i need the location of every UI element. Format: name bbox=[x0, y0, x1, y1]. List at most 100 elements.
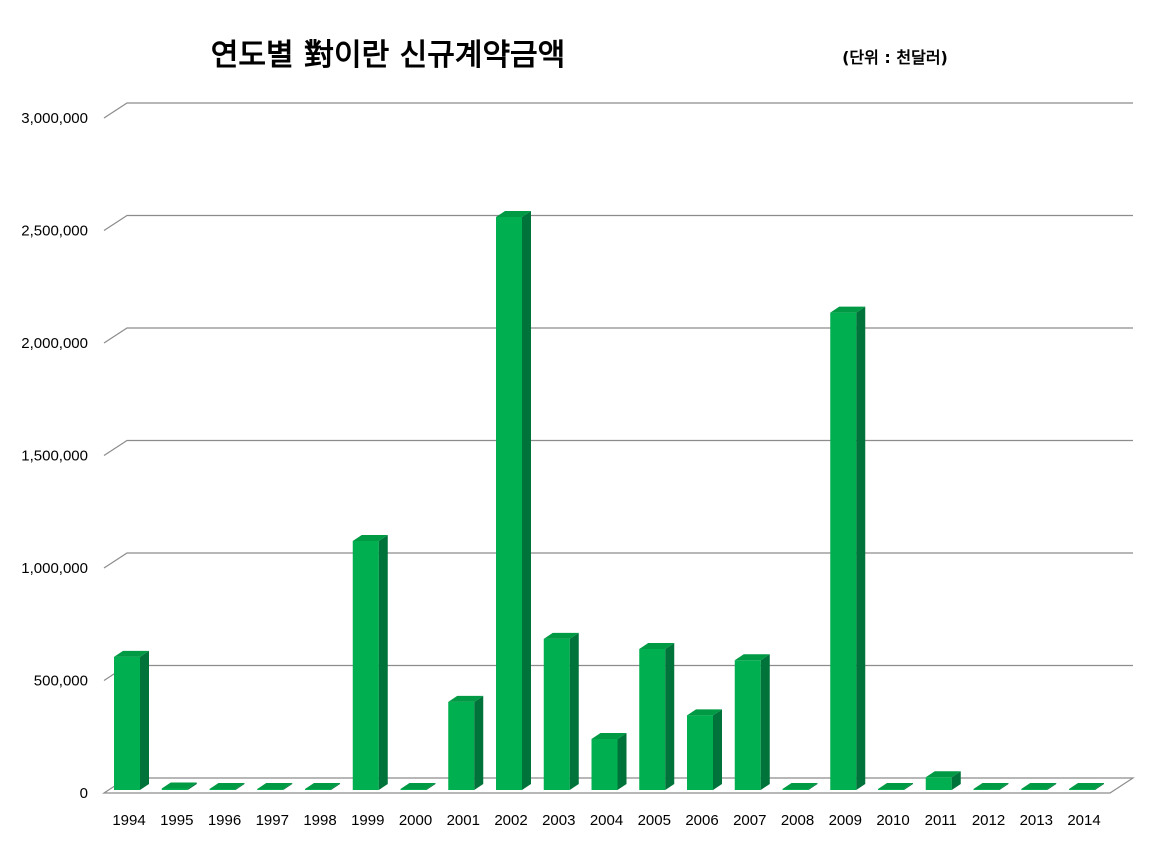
x-tick-label: 1996 bbox=[208, 812, 241, 829]
bar-top bbox=[496, 211, 531, 217]
bars bbox=[114, 211, 1104, 790]
y-tick-label: 2,500,000 bbox=[21, 223, 88, 240]
bar-side bbox=[808, 783, 818, 790]
bar bbox=[209, 783, 245, 790]
bar-side bbox=[760, 654, 770, 790]
gridlines bbox=[101, 102, 1136, 794]
x-tick-label: 2006 bbox=[685, 812, 718, 829]
bar-top bbox=[1069, 783, 1104, 789]
bar-side bbox=[665, 643, 675, 790]
bar-front bbox=[543, 638, 570, 790]
y-axis-ticks: 0 500,000 1,000,000 1,500,000 2,000,000 2,500… bbox=[21, 110, 88, 802]
bar bbox=[973, 783, 1009, 790]
bar bbox=[114, 650, 149, 790]
bar-front bbox=[925, 777, 952, 790]
x-tick-label: 2004 bbox=[590, 812, 623, 829]
bar-front bbox=[687, 715, 713, 790]
bar-front bbox=[1021, 789, 1048, 790]
bar-top bbox=[782, 783, 818, 789]
gridline bbox=[103, 552, 1133, 569]
bar bbox=[400, 783, 436, 790]
x-tick-label: 2008 bbox=[781, 812, 814, 829]
chart-title: 연도별 對이란 신규계약금액 bbox=[211, 38, 566, 73]
bar-front bbox=[448, 701, 475, 790]
bar-front bbox=[305, 789, 331, 790]
bar bbox=[496, 211, 531, 790]
y-tick-label: 1,000,000 bbox=[21, 560, 88, 577]
bar bbox=[782, 783, 818, 790]
bar bbox=[448, 695, 484, 790]
y-tick-label: 1,500,000 bbox=[21, 448, 88, 465]
x-tick-label: 1999 bbox=[351, 812, 384, 829]
bar-top bbox=[639, 643, 675, 649]
bar-side bbox=[474, 695, 484, 790]
x-tick-label: 2005 bbox=[638, 812, 671, 829]
x-tick-label: 2003 bbox=[542, 812, 575, 829]
gridline bbox=[103, 664, 1133, 682]
bar-side bbox=[187, 782, 197, 790]
y-tick-label: 500,000 bbox=[34, 673, 88, 690]
x-tick-label: 2007 bbox=[733, 812, 766, 829]
bar-front bbox=[734, 660, 761, 790]
bar bbox=[1069, 783, 1104, 790]
bar-front bbox=[830, 312, 857, 790]
bar bbox=[305, 783, 340, 790]
bar-side bbox=[1047, 783, 1057, 790]
bar-side bbox=[999, 783, 1009, 790]
bar-side bbox=[140, 650, 149, 790]
bar-top bbox=[114, 650, 149, 657]
bar-front bbox=[352, 541, 379, 790]
bar-side bbox=[856, 306, 866, 790]
bar-front bbox=[591, 739, 618, 790]
bar-front bbox=[209, 789, 236, 790]
bar-side bbox=[426, 783, 436, 790]
bar-top bbox=[257, 783, 293, 789]
bar-top bbox=[161, 782, 197, 789]
bar-top bbox=[543, 632, 579, 639]
bar bbox=[734, 654, 770, 790]
bar-top bbox=[400, 783, 436, 789]
bar-side bbox=[331, 783, 340, 790]
x-tick-label: 2002 bbox=[494, 812, 527, 829]
x-axis-ticks: 1994 1995 1996 1997 1998 1999 2000 2001 2002 2003… bbox=[112, 812, 1100, 829]
y-tick-label: 2,000,000 bbox=[21, 335, 88, 352]
bar bbox=[878, 783, 913, 790]
bar-side bbox=[951, 771, 961, 790]
bar-top bbox=[878, 783, 913, 789]
bar-top bbox=[1021, 783, 1057, 789]
x-tick-label: 1998 bbox=[303, 812, 336, 829]
gridline bbox=[103, 102, 1133, 119]
bar-top bbox=[687, 709, 722, 716]
gridline bbox=[103, 439, 1133, 457]
bar-top bbox=[448, 695, 484, 702]
bar-side bbox=[235, 783, 245, 790]
bar-side bbox=[522, 211, 531, 790]
bar-side bbox=[617, 733, 627, 790]
bar-top bbox=[305, 783, 340, 789]
gridline bbox=[103, 327, 1133, 344]
bar-top bbox=[591, 733, 627, 739]
bar-front bbox=[114, 656, 140, 790]
y-tick-label: 3,000,000 bbox=[21, 110, 88, 127]
x-tick-label: 1997 bbox=[256, 812, 289, 829]
bar bbox=[591, 733, 627, 790]
bar-side bbox=[713, 709, 722, 790]
x-tick-label: 2001 bbox=[447, 812, 480, 829]
bar bbox=[687, 709, 722, 790]
bar-side bbox=[378, 535, 388, 790]
bar-front bbox=[161, 788, 188, 790]
gridline bbox=[103, 214, 1133, 232]
bar-top bbox=[734, 654, 770, 661]
bar bbox=[830, 306, 866, 790]
bar-top bbox=[925, 771, 961, 778]
x-tick-label: 2010 bbox=[876, 812, 909, 829]
bar bbox=[257, 783, 293, 790]
bar bbox=[352, 535, 388, 790]
x-tick-label: 1995 bbox=[160, 812, 193, 829]
x-tick-label: 1994 bbox=[112, 812, 145, 829]
bar-front bbox=[878, 789, 904, 790]
x-tick-label: 2000 bbox=[399, 812, 432, 829]
x-tick-label: 2014 bbox=[1067, 812, 1100, 829]
bar-side bbox=[283, 783, 293, 790]
